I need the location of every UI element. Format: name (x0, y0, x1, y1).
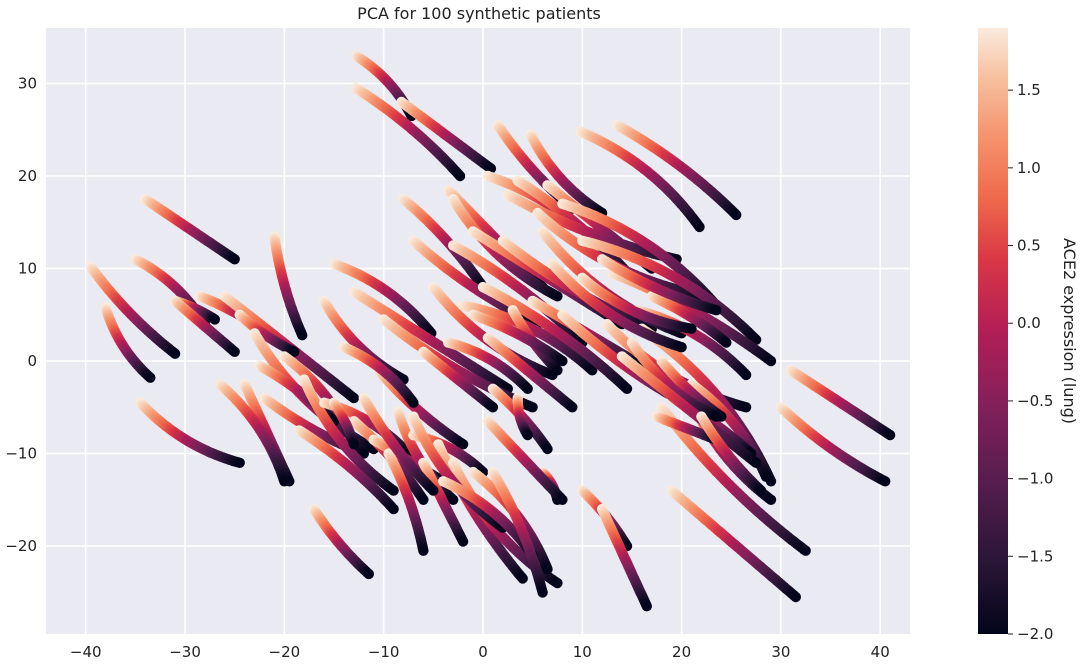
trajectory-point (765, 494, 777, 505)
trajectory-point (388, 485, 399, 496)
trajectory-point (711, 411, 722, 422)
trajectory-point (145, 372, 156, 383)
trajectory (140, 194, 240, 265)
trajectory (328, 258, 437, 339)
trajectory (577, 235, 762, 345)
trajectory (169, 295, 240, 357)
trajectory-point (884, 429, 896, 441)
trajectory-point (740, 402, 752, 413)
trajectory-point (790, 591, 801, 603)
trajectory-point (621, 383, 633, 394)
trajectory-point (229, 346, 240, 357)
trajectory-point (209, 314, 220, 325)
trajectory-point (348, 392, 360, 404)
trajectory-point (731, 209, 742, 221)
trajectory-point (348, 439, 360, 450)
trajectory-point (279, 476, 290, 487)
trajectory-point (740, 369, 752, 381)
trajectory (396, 96, 497, 174)
chart-title: PCA for 100 synthetic patients (357, 4, 601, 23)
trajectory-point (454, 170, 466, 182)
trajectory-point (721, 337, 732, 348)
trajectory-point (800, 545, 811, 556)
trajectory-point (522, 429, 533, 441)
trajectory (85, 261, 181, 359)
trajectory-point (517, 573, 528, 584)
trajectory-point (418, 494, 429, 505)
trajectories (85, 50, 896, 612)
trajectory-point (880, 476, 891, 487)
trajectory-point (765, 355, 777, 367)
trajectory-point (457, 536, 469, 547)
trajectory (100, 302, 156, 383)
trajectory-point (363, 568, 374, 580)
trajectory-point (694, 221, 705, 233)
trajectory (269, 231, 308, 341)
trajectory-point (418, 545, 429, 556)
trajectory-point (542, 564, 553, 575)
trajectory-point (686, 323, 697, 334)
trajectory-point (760, 471, 772, 482)
trajectory-point (527, 402, 538, 413)
trajectory-point (297, 330, 308, 341)
trajectory-point (229, 254, 240, 265)
trajectory-point (567, 402, 578, 413)
trajectory-point (552, 291, 563, 302)
trajectory-point (552, 577, 563, 589)
trajectory-point (542, 443, 553, 455)
trajectory-point (169, 348, 181, 359)
trajectory-point (641, 601, 652, 612)
trajectory-point (552, 365, 563, 376)
trajectory (611, 119, 742, 221)
grid-lines (46, 28, 910, 634)
trajectory (350, 82, 466, 182)
trajectory-point (234, 457, 245, 468)
trajectory (575, 126, 705, 233)
